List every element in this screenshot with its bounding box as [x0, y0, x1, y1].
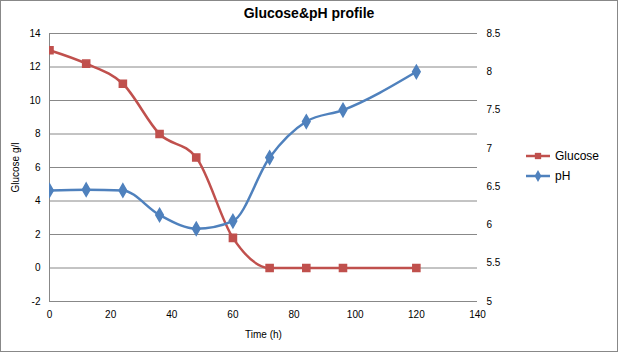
svg-text:140: 140	[469, 309, 486, 320]
svg-text:12: 12	[29, 61, 41, 72]
svg-text:8: 8	[35, 128, 41, 139]
html-text:Glucose&pH profile: Glucose&pH profile	[243, 5, 375, 21]
svg-text:2: 2	[35, 229, 41, 240]
html-text:Glucose: Glucose	[555, 149, 599, 163]
html-text:pH: pH	[555, 169, 571, 183]
svg-text:100: 100	[347, 309, 364, 320]
svg-text:80: 80	[289, 309, 301, 320]
svg-text:Time (h): Time (h)	[245, 329, 282, 340]
svg-text:6: 6	[487, 219, 493, 230]
svg-text:40: 40	[166, 309, 178, 320]
svg-text:7.5: 7.5	[487, 104, 501, 115]
svg-text:-2: -2	[32, 296, 41, 307]
svg-text:10: 10	[29, 95, 41, 106]
svg-text:120: 120	[408, 309, 425, 320]
svg-text:20: 20	[105, 309, 117, 320]
svg-text:5: 5	[487, 296, 493, 307]
svg-text:6: 6	[35, 162, 41, 173]
svg-text:60: 60	[227, 309, 239, 320]
svg-text:Glucose g/l: Glucose g/l	[10, 142, 21, 192]
svg-text:4: 4	[35, 195, 41, 206]
svg-text:14: 14	[29, 28, 41, 39]
svg-text:8.5: 8.5	[487, 28, 501, 39]
svg-text:5.5: 5.5	[487, 257, 501, 268]
svg-text:8: 8	[487, 66, 493, 77]
svg-text:6.5: 6.5	[487, 181, 501, 192]
svg-text:7: 7	[487, 143, 493, 154]
svg-text:0: 0	[47, 309, 53, 320]
svg-text:0: 0	[35, 262, 41, 273]
